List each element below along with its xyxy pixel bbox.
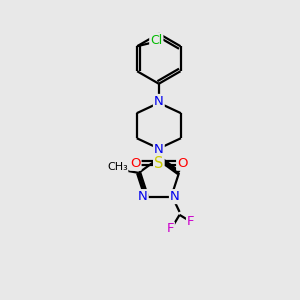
Text: S: S — [154, 156, 164, 171]
Text: N: N — [154, 95, 164, 108]
Text: N: N — [154, 143, 164, 157]
Text: Cl: Cl — [150, 34, 162, 47]
Text: O: O — [177, 157, 188, 170]
Text: O: O — [130, 157, 140, 170]
Text: F: F — [167, 223, 174, 236]
Text: CH₃: CH₃ — [107, 162, 128, 172]
Text: F: F — [187, 215, 194, 228]
Text: N: N — [170, 190, 180, 203]
Text: N: N — [138, 190, 148, 203]
